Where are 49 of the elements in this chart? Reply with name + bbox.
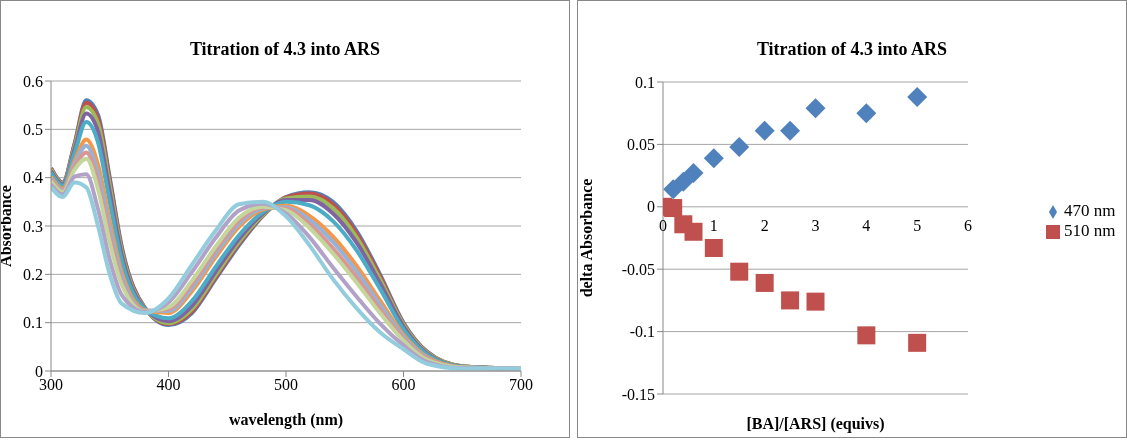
point xyxy=(780,120,801,141)
point xyxy=(857,326,876,345)
point xyxy=(755,273,774,292)
point xyxy=(908,333,927,352)
x-tick-label: 600 xyxy=(391,376,416,394)
x-tick-label: 3 xyxy=(811,216,820,234)
point xyxy=(907,86,928,107)
point xyxy=(856,103,877,124)
x-tick-label: 2 xyxy=(760,216,769,234)
x-axis-title: [BA]/[ARS] (equivs) xyxy=(746,415,885,433)
point xyxy=(664,199,683,218)
point xyxy=(729,136,750,157)
y-tick-label: 0.3 xyxy=(23,217,43,235)
point xyxy=(704,238,723,257)
point xyxy=(683,163,704,184)
legend-label: 470 nm xyxy=(1064,201,1116,220)
y-tick-label: -0.1 xyxy=(629,323,655,341)
chart-title: Titration of 4.3 into ARS xyxy=(755,39,949,60)
point xyxy=(730,262,749,281)
x-tick-label: 400 xyxy=(156,376,181,394)
point xyxy=(673,171,694,192)
x-tick-label: 5 xyxy=(913,216,922,234)
point xyxy=(805,98,826,119)
chart-title: Titration of 4.3 into ARS xyxy=(188,39,382,60)
x-tick-label: 700 xyxy=(509,376,533,394)
point xyxy=(703,148,724,169)
y-axis-title: delta Absorbance xyxy=(577,178,595,298)
x-tick-label: 1 xyxy=(709,216,718,234)
y-tick-label: 0.1 xyxy=(635,73,655,91)
point xyxy=(806,292,825,311)
y-tick-label: 0.2 xyxy=(23,266,43,284)
x-axis-title: wavelength (nm) xyxy=(228,411,344,429)
y-tick-label: 0.4 xyxy=(23,169,43,187)
y-tick-label: 0.6 xyxy=(23,72,43,90)
point xyxy=(781,291,800,310)
y-tick-label: -0.05 xyxy=(621,260,655,278)
x-tick-label: 500 xyxy=(274,376,298,394)
y-tick-label: 0.05 xyxy=(627,136,655,154)
point xyxy=(754,120,775,141)
y-tick-label: -0.15 xyxy=(621,385,655,403)
y-tick-label: 0.5 xyxy=(23,121,43,139)
legend-label: 510 nm xyxy=(1064,221,1116,240)
point xyxy=(663,179,684,200)
y-tick-label: 0 xyxy=(647,198,655,216)
x-tick-label: 6 xyxy=(964,216,972,234)
point xyxy=(684,222,703,241)
x-tick-label: 0 xyxy=(659,216,667,234)
x-tick-label: 4 xyxy=(862,216,871,234)
y-tick-label: 0.1 xyxy=(23,314,43,332)
